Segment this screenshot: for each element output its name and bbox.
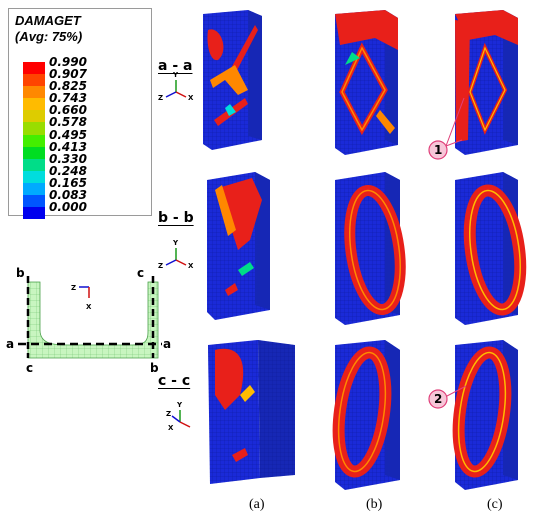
- cross-section-diagram: b c a a c b Z X: [6, 266, 171, 375]
- specimen-b-row2: [335, 172, 406, 325]
- axis-y-label: Y: [172, 71, 179, 79]
- cross-section-axes: Z X: [71, 284, 92, 311]
- column-label-a: (a): [249, 497, 265, 512]
- legend-value: 0.660: [49, 103, 87, 118]
- column-label-b: (b): [366, 497, 383, 512]
- legend-row: 0.083: [15, 188, 145, 208]
- legend-row: 0.743: [15, 91, 145, 111]
- legend-swatch: [23, 62, 45, 75]
- legend-value: 0.165: [49, 175, 87, 190]
- legend-swatch: [23, 195, 45, 208]
- legend-swatch: [23, 86, 45, 99]
- label-c-top-right: c: [137, 266, 144, 280]
- legend-value: 0.248: [49, 163, 87, 178]
- callout-1-label: 1: [434, 143, 442, 157]
- legend-row: 0.907: [15, 67, 145, 87]
- label-a-right: a: [163, 337, 171, 351]
- legend-row: 0.660: [15, 103, 145, 123]
- axis-y-label: Y: [176, 401, 183, 409]
- axis-triad-row1: Y Z X: [158, 71, 194, 102]
- legend-swatch: [23, 170, 45, 183]
- legend-row: 0.248: [15, 164, 145, 183]
- legend-row: 0.990: [15, 55, 145, 75]
- axis-triad-row2: Y Z X: [158, 239, 194, 270]
- legend-value: 0.413: [49, 139, 87, 154]
- legend-row: 0.165: [15, 176, 145, 196]
- cs-axis-z-label: Z: [71, 284, 76, 292]
- legend-swatch: [23, 182, 45, 196]
- legend-swatch: [23, 74, 45, 87]
- legend-swatch: [23, 122, 45, 135]
- legend-value: 0.990: [49, 55, 87, 69]
- legend-swatch: [23, 146, 45, 159]
- axis-z-label: Z: [158, 262, 163, 270]
- legend-value: 0.000: [49, 200, 87, 215]
- section-label-c-c: c - c: [158, 373, 191, 389]
- callout-2: 2: [428, 385, 467, 409]
- cs-axis-x-label: X: [86, 303, 92, 311]
- specimen-c-row3: [452, 340, 518, 490]
- label-b-top-left: b: [16, 266, 25, 280]
- legend-value: 0.743: [49, 91, 87, 106]
- axis-x-label: X: [188, 262, 194, 270]
- label-a-left: a: [6, 337, 14, 351]
- specimen-b-row1: [335, 10, 398, 155]
- axis-y-label: Y: [172, 239, 179, 247]
- section-label-b-b: b - b: [158, 210, 194, 226]
- axis-x-label: X: [168, 424, 174, 432]
- axis-z-label: Z: [158, 94, 163, 102]
- legend-swatch: [23, 110, 45, 123]
- legend-value: 0.578: [49, 115, 87, 130]
- label-c-bottom-left: c: [26, 361, 33, 375]
- legend-box: DAMAGET (Avg: 75%) 0.990 0.907 0.825 0.743 0…: [8, 8, 152, 220]
- legend-value: 0.907: [49, 67, 87, 82]
- legend-row: 0.000: [15, 200, 145, 220]
- axis-z-label: Z: [166, 410, 171, 418]
- legend-row: 0.330: [15, 152, 145, 171]
- legend-row: 0.413: [15, 140, 145, 159]
- specimen-c-row2: [455, 172, 527, 325]
- label-b-bottom-right: b: [150, 361, 159, 375]
- legend-swatch: [23, 158, 45, 171]
- legend-swatch: [23, 98, 45, 111]
- specimen-b-row3: [332, 340, 400, 490]
- specimen-a-row3: [208, 340, 295, 484]
- specimen-a-row2: [207, 172, 270, 320]
- legend-title: DAMAGET: [15, 13, 81, 28]
- axis-x-label: X: [188, 94, 194, 102]
- legend-value: 0.825: [49, 79, 87, 94]
- legend-swatch: [23, 134, 45, 147]
- legend-value: 0.330: [49, 151, 87, 166]
- legend-row: 0.578: [15, 115, 145, 135]
- legend-value: 0.083: [49, 188, 87, 203]
- callout-2-label: 2: [434, 392, 442, 406]
- legend-row: 0.825: [15, 79, 145, 99]
- legend-swatch: [23, 207, 45, 220]
- legend-rows: 0.990 0.907 0.825 0.743 0.660 0.578 0.495 0.413…: [15, 55, 145, 220]
- callout-1: 1: [428, 97, 465, 160]
- specimen-c-row1: [455, 10, 518, 155]
- legend-value: 0.495: [49, 127, 87, 142]
- legend-subtitle: (Avg: 75%): [15, 29, 83, 44]
- legend-row: 0.495: [15, 128, 145, 147]
- axis-triad-row3: Y Z X: [166, 401, 191, 432]
- section-label-a-a: a - a: [158, 58, 193, 74]
- specimen-a-row1: [203, 10, 262, 150]
- column-label-c: (c): [487, 497, 503, 512]
